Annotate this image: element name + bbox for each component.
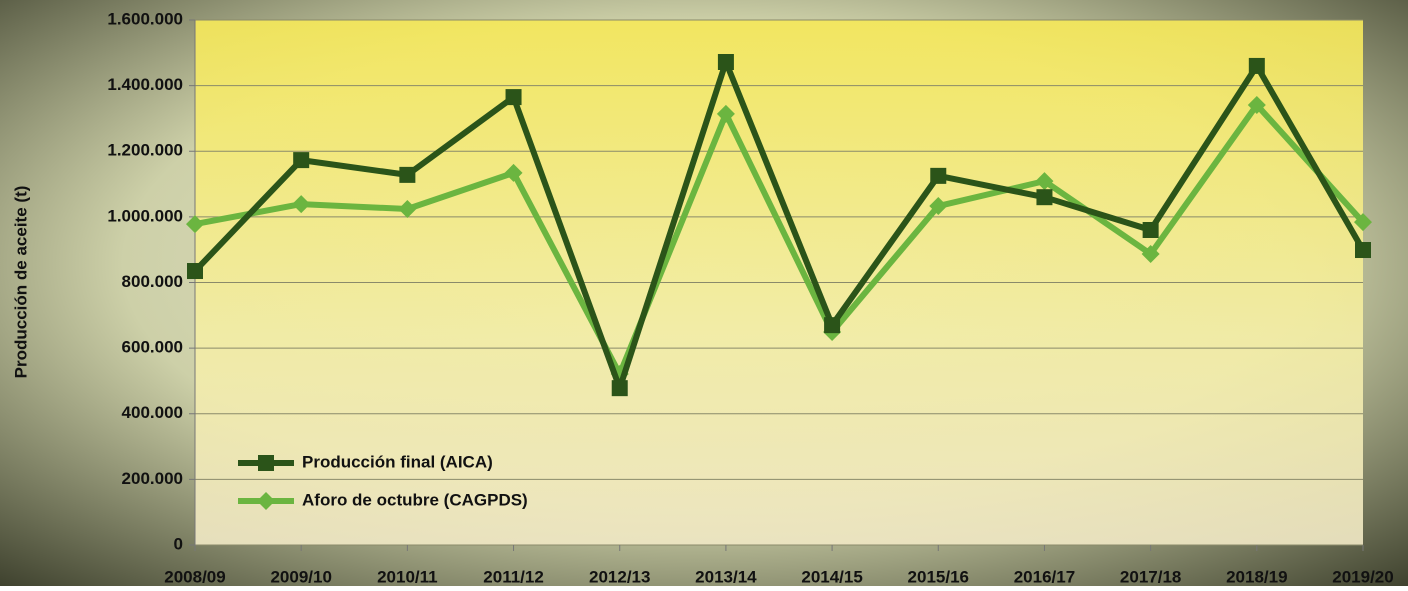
marker xyxy=(824,317,841,334)
y-tick-label: 0 xyxy=(174,534,183,553)
marker xyxy=(1355,242,1371,259)
y-tick-label: 800.000 xyxy=(122,272,183,291)
marker xyxy=(716,104,735,123)
series-line xyxy=(192,59,1366,392)
x-tick-label: 2015/16 xyxy=(908,567,969,586)
y-tick-label: 1.000.000 xyxy=(107,206,183,225)
marker xyxy=(1248,57,1265,74)
y-tick-label: 600.000 xyxy=(122,338,183,357)
x-tick-label: 2013/14 xyxy=(695,567,757,586)
marker xyxy=(293,152,310,169)
marker xyxy=(258,455,274,471)
marker xyxy=(398,200,417,218)
y-tick-label: 1.600.000 xyxy=(107,9,183,28)
marker xyxy=(1036,189,1053,206)
x-tick-label: 2011/12 xyxy=(483,567,544,586)
y-tick-label: 1.200.000 xyxy=(107,141,183,160)
marker xyxy=(1247,95,1266,114)
marker xyxy=(717,54,734,70)
legend-label: Aforo de octubre (CAGPDS) xyxy=(302,490,528,509)
x-tick-label: 2019/20 xyxy=(1332,567,1393,586)
x-tick-label: 2008/09 xyxy=(164,567,225,586)
marker xyxy=(505,89,522,106)
marker xyxy=(1141,244,1160,263)
x-tick-label: 2017/18 xyxy=(1120,567,1181,586)
marker xyxy=(929,197,948,216)
marker xyxy=(186,215,204,234)
marker xyxy=(187,263,203,280)
y-tick-label: 200.000 xyxy=(122,469,183,488)
marker xyxy=(611,380,628,397)
x-tick-label: 2018/19 xyxy=(1226,567,1287,586)
marker xyxy=(1354,213,1372,232)
x-tick-label: 2010/11 xyxy=(377,567,438,586)
marker xyxy=(504,163,523,182)
x-tick-label: 2012/13 xyxy=(589,567,650,586)
marker xyxy=(257,492,275,510)
marker xyxy=(1142,222,1159,238)
x-tick-label: 2016/17 xyxy=(1014,567,1075,586)
marker xyxy=(930,167,947,184)
x-tick-label: 2014/15 xyxy=(801,567,862,586)
marker xyxy=(1035,172,1054,191)
marker xyxy=(399,166,416,183)
y-axis-label: Producción de aceite (t) xyxy=(11,186,30,379)
y-tick-label: 400.000 xyxy=(122,403,183,422)
legend-label: Producción final (AICA) xyxy=(302,452,493,471)
y-tick-label: 1.400.000 xyxy=(107,75,183,94)
x-tick-label: 2009/10 xyxy=(270,567,331,586)
series-line xyxy=(194,101,1366,378)
marker xyxy=(292,195,311,214)
